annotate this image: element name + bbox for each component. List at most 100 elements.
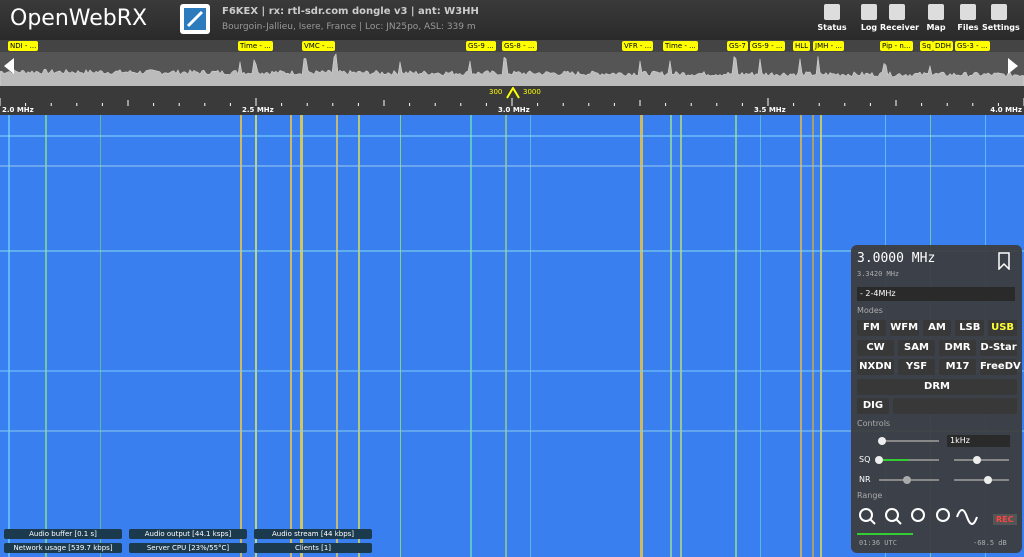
signal-trace [800,115,802,557]
signal-trace [735,115,737,557]
bookmark[interactable]: GS-3 - ... [955,41,990,51]
bookmark[interactable]: VMC - ... [302,41,336,51]
signal-trace [530,115,531,557]
receiver-location: Bourgoin-Jallieu, Isere, France | Loc: J… [222,22,476,32]
mode-button[interactable]: D-Star [980,339,1017,356]
nav-item[interactable]: Receiver [880,4,919,32]
nav-label: Settings [982,23,1020,32]
bookmark[interactable]: Pip - n... [880,41,913,51]
clock: 01:36 UTC [859,539,897,547]
status-indicator: Audio stream [44 kbps] [254,529,372,539]
filter-marker [506,87,520,99]
bookmark[interactable]: JMH - ... [813,41,845,51]
mode-button[interactable]: LSB [955,320,985,336]
receiver-info: F6KEX | rx: rtl-sdr.com dongle v3 | ant:… [222,6,479,17]
bookmark[interactable]: GS-9 - ... [750,41,785,51]
bookmark[interactable]: GS-7 [727,41,748,51]
bookmark[interactable]: Time - ... [238,41,273,51]
bookmark[interactable]: DDH [933,41,954,51]
noise-band [0,370,1024,372]
squelch-slider[interactable] [875,456,939,464]
signal-trace [300,115,303,557]
nav-item[interactable]: Files [951,4,985,32]
mode-button[interactable]: USB [988,320,1017,336]
scroll-left[interactable] [2,56,16,76]
signal-trace [670,115,672,557]
mode-button[interactable]: M17 [939,359,976,375]
mode-button[interactable]: DRM [857,378,1017,395]
digital-mode-select[interactable] [893,398,1017,414]
nav-item[interactable]: Log [852,4,886,32]
nav-icon [861,4,877,20]
nav-icon [889,4,905,20]
signal-trace [255,115,257,557]
scale-ticks [0,98,1024,106]
mode-button[interactable]: WFM [889,320,919,336]
receiver-avatar [180,4,210,34]
mode-button[interactable]: AM [922,320,952,336]
scale-label: 3.0 MHz [498,106,530,114]
nav-label: Map [926,23,946,32]
range-heading: Range [857,491,883,500]
bookmark[interactable]: GS-9 ... [466,41,496,51]
scale-label: 2.5 MHz [242,106,274,114]
nr-slider[interactable] [879,476,939,484]
nav-icon [928,4,944,20]
status-indicator: Network usage [539.7 kbps] [4,543,122,553]
signal-trace [400,115,401,557]
bookmark-bar: NDI - ... Time - ... VMC - ... GS-9 ... GS-8… [0,40,1024,52]
signal-trace [336,115,338,557]
nav-icon [960,4,976,20]
frequency-display[interactable]: 3.0000 MHz [857,251,936,266]
spectrum [0,52,1024,86]
scale-label: 2.0 MHz [2,106,34,114]
zoom-buttons[interactable] [857,505,987,529]
mode-button[interactable]: FM [857,320,886,336]
status-indicator: Audio output [44.1 ksps] [129,529,247,539]
nav-item[interactable]: Map [919,4,953,32]
signal-trace [358,115,360,557]
modes-heading: Modes [857,306,883,315]
nav-label: Receiver [880,23,920,32]
bookmark[interactable]: Time - ... [663,41,698,51]
nav-label: Files [957,23,979,32]
signal-trace [820,115,822,557]
mode-button[interactable]: NXDN [857,359,894,375]
mode-button[interactable]: SAM [898,339,935,356]
agc-slider[interactable] [954,476,1009,484]
signal-trace [45,115,47,557]
status-indicator: Audio buffer [0.1 s] [4,529,122,539]
header: OpenWebRX F6KEX | rx: rtl-sdr.com dongle… [0,0,1024,40]
scale-label: 3.5 MHz [754,106,786,114]
signal-trace [505,115,507,557]
nr-label: NR [859,475,871,484]
nav-item[interactable]: Status [815,4,849,32]
bookmark[interactable]: VFR - ... [622,41,654,51]
scroll-right[interactable] [1006,56,1020,76]
mode-button[interactable]: FreeDV [980,359,1021,375]
record-button[interactable]: REC [993,514,1017,525]
volume-slider[interactable] [878,437,939,445]
bookmark[interactable]: HLL [793,41,811,51]
level-meter [857,533,913,535]
bookmark-button[interactable] [997,252,1011,270]
filter-low: 300 [489,88,503,96]
bookmark[interactable]: Sq [920,41,933,51]
bookmark[interactable]: NDI - ... [8,41,39,51]
bookmark[interactable]: GS-8 - ... [502,41,537,51]
mode-button[interactable]: DMR [939,339,976,356]
spectrum-plot [0,53,1024,86]
logo: OpenWebRX [10,6,148,31]
filter-high: 3000 [523,88,541,96]
profile-select[interactable]: - 2-4MHz [857,287,1015,301]
nav-item[interactable]: Settings [982,4,1020,32]
mode-button[interactable]: DIG [857,398,889,414]
mode-button[interactable]: CW [857,339,894,356]
mode-button[interactable]: YSF [898,359,935,375]
signal-trace [290,115,292,557]
filter-slider[interactable] [954,456,1009,464]
step-select[interactable]: 1kHz [947,435,1010,447]
signal-trace [240,115,242,557]
nav-icon [824,4,840,20]
